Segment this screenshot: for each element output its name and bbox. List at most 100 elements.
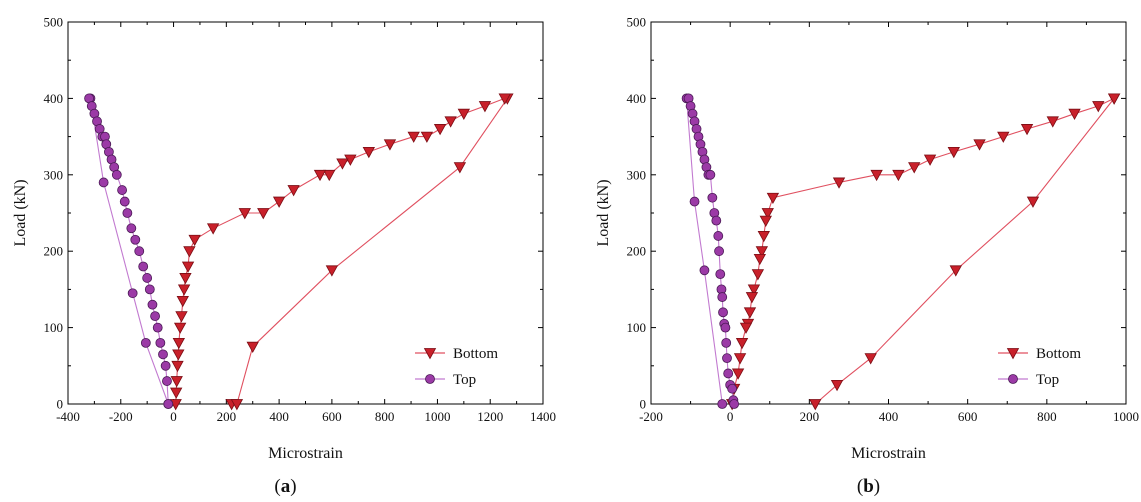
bottom-point — [809, 399, 822, 411]
bottom-point — [433, 124, 447, 136]
y-tick-label: 200 — [627, 244, 647, 259]
top-point — [152, 322, 163, 333]
bottom-point — [731, 368, 745, 380]
legend-label-bottom: Bottom — [1036, 346, 1081, 362]
top-point — [717, 292, 728, 302]
top-point — [126, 223, 137, 234]
bottom-point — [171, 360, 184, 373]
bottom-point — [325, 265, 339, 277]
top-point — [130, 234, 141, 245]
legend-marker-bottom — [423, 348, 437, 360]
x-tick-label: 800 — [1037, 409, 1057, 424]
top-point — [727, 383, 738, 394]
bottom-point — [892, 169, 905, 182]
bottom-point — [170, 387, 183, 399]
panel-label: (b) — [857, 476, 880, 497]
legend-marker-top — [425, 374, 435, 384]
bottom-point — [420, 131, 434, 143]
bottom-point — [257, 208, 270, 220]
bottom-point — [172, 349, 185, 361]
x-tick-label: 200 — [800, 409, 820, 424]
bottom-point — [923, 154, 937, 166]
y-tick-label: 400 — [44, 91, 64, 106]
top-point — [689, 196, 700, 207]
bottom-point — [761, 208, 774, 220]
top-point — [119, 196, 130, 207]
bottom-point — [1068, 108, 1081, 121]
bottom-point — [230, 399, 244, 411]
y-axis-label: Load (kN) — [12, 179, 29, 246]
legend-marker-top — [1008, 374, 1018, 384]
bottom-point — [498, 93, 511, 105]
top-point — [707, 192, 718, 203]
legend-label-bottom: Bottom — [453, 346, 498, 362]
y-axis-label: Load (kN) — [595, 179, 612, 246]
bottom-point — [1026, 196, 1040, 208]
top-point — [98, 177, 109, 188]
y-tick-label: 200 — [44, 244, 64, 259]
top-point — [723, 368, 734, 379]
bottom-point — [832, 177, 846, 189]
x-tick-label: 1200 — [477, 409, 503, 424]
top-point — [714, 246, 724, 257]
bottom-point — [864, 353, 877, 365]
bottom-point — [947, 146, 960, 159]
top-point — [160, 360, 171, 371]
top-point — [127, 288, 138, 299]
top-point — [142, 273, 153, 283]
bottom-point — [735, 337, 749, 350]
bottom-point — [323, 169, 336, 182]
bottom-point — [759, 215, 772, 227]
top-point — [705, 169, 716, 180]
legend-label-top: Top — [453, 372, 476, 388]
bottom-point — [383, 139, 397, 151]
bottom-point — [170, 376, 183, 388]
top-point — [155, 337, 166, 348]
bottom-point — [1092, 101, 1105, 113]
top-point — [711, 215, 722, 226]
bottom-point — [453, 162, 467, 174]
bottom-point — [238, 208, 251, 220]
panel-label: (a) — [274, 476, 296, 497]
top-point — [147, 299, 158, 310]
x-tick-label: -400 — [56, 409, 80, 424]
bottom-point — [755, 246, 769, 258]
top-point — [722, 353, 732, 364]
bottom-point — [173, 322, 187, 334]
y-tick-label: 300 — [627, 167, 647, 182]
top-point — [144, 284, 155, 295]
y-tick-label: 500 — [44, 15, 64, 30]
y-tick-label: 400 — [627, 91, 647, 106]
bottom-point — [1046, 116, 1059, 128]
bottom-point — [739, 322, 753, 334]
top-point — [122, 208, 133, 218]
bottom-point — [478, 101, 492, 113]
bottom-point — [206, 223, 220, 235]
x-tick-label: 1000 — [1113, 409, 1139, 424]
legend-label-top: Top — [1036, 372, 1059, 388]
bottom-point — [997, 131, 1010, 143]
y-tick-label: 0 — [57, 397, 64, 412]
top-point — [718, 307, 728, 318]
top-point — [158, 349, 168, 360]
bottom-point — [830, 379, 844, 392]
bottom-point — [188, 234, 201, 247]
bottom-point — [407, 131, 420, 143]
bottom-point — [757, 231, 770, 243]
top-point — [717, 399, 728, 409]
top-point — [721, 337, 732, 348]
x-tick-label: 400 — [269, 409, 289, 424]
y-tick-label: 100 — [627, 320, 647, 335]
bottom-point — [336, 158, 349, 170]
bottom-point — [870, 169, 883, 182]
x-tick-label: 0 — [727, 409, 734, 424]
top-point — [150, 311, 160, 322]
x-tick-label: 1400 — [530, 409, 556, 424]
bottom-point — [753, 253, 767, 266]
bottom-point — [183, 246, 196, 258]
top-point — [699, 265, 710, 276]
bottom-point — [313, 169, 327, 182]
bottom-point — [743, 307, 757, 319]
top-point — [138, 261, 149, 272]
x-tick-label: -200 — [109, 409, 133, 424]
